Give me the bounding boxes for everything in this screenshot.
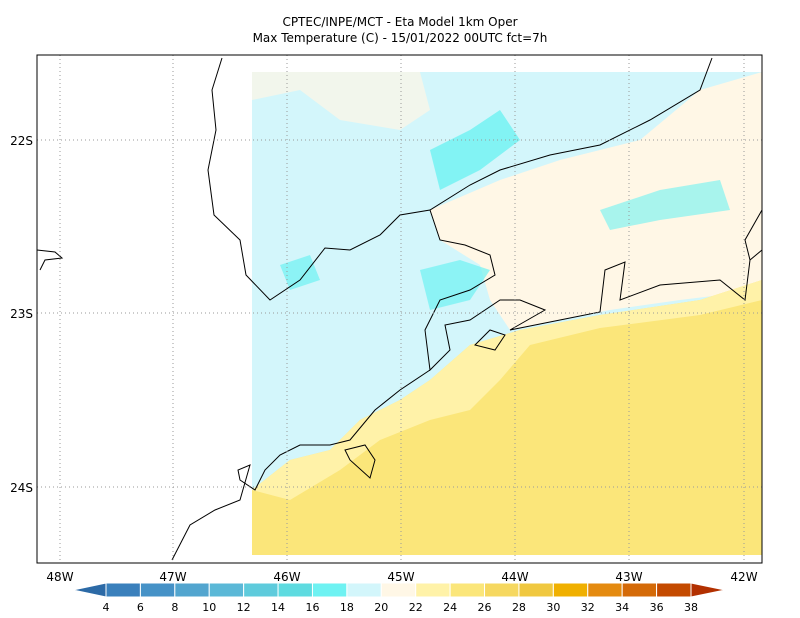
colorbar-bin — [552, 582, 589, 598]
frame — [36, 54, 763, 564]
colorbar-label: 22 — [409, 601, 423, 614]
colorbar-bin — [621, 582, 658, 598]
lon-label: 44W — [501, 570, 528, 584]
colorbar-label: 32 — [581, 601, 595, 614]
colorbar-label: 34 — [615, 601, 629, 614]
title: CPTEC/INPE/MCT - Eta Model 1km Oper — [282, 15, 517, 29]
colorbar-label: 10 — [202, 601, 216, 614]
colorbar-arrow — [72, 582, 107, 598]
lon-label: 43W — [615, 570, 642, 584]
colorbar-label: 4 — [103, 601, 110, 614]
colorbar-label: 36 — [650, 601, 664, 614]
colorbar-label: 28 — [512, 601, 526, 614]
colorbar-bin — [518, 582, 554, 598]
lon-label: 42W — [730, 570, 757, 584]
colorbar-label: 8 — [171, 601, 178, 614]
colorbar-label: 14 — [271, 601, 285, 614]
axis-labels: 22S 23S 24S 48W 47W 46W 45W 44W 43W 42W — [10, 134, 758, 584]
colorbar-bin — [311, 582, 348, 598]
colorbar-bin — [587, 582, 623, 598]
subtitle: Max Temperature (C) - 15/01/2022 00UTC f… — [253, 31, 548, 45]
lat-label: 22S — [10, 134, 33, 148]
lat-label: 24S — [10, 481, 33, 495]
colorbar-bin — [174, 582, 210, 598]
colorbar-label: 6 — [137, 601, 144, 614]
colorbar-label: 24 — [443, 601, 457, 614]
colorbar-label: 38 — [684, 601, 698, 614]
lon-label: 46W — [273, 570, 300, 584]
colorbar-label: 16 — [305, 601, 319, 614]
colorbar: 4 6 8 10 12 14 16 18 20 22 24 26 28 30 32 34 36 38 — [72, 582, 726, 614]
colorbar-bin — [139, 582, 176, 598]
colorbar-bin — [346, 582, 382, 598]
colorbar-bin — [484, 582, 520, 598]
lat-label: 23S — [10, 307, 33, 321]
lon-label: 48W — [46, 570, 73, 584]
lon-label: 45W — [387, 570, 414, 584]
colorbar-bin — [415, 582, 451, 598]
colorbar-label: 20 — [374, 601, 388, 614]
colorbar-bin — [380, 582, 417, 598]
colorbar-label: 18 — [340, 601, 354, 614]
colorbar-bin — [208, 582, 245, 598]
colorbar-bin — [243, 582, 279, 598]
colorbar-label: 30 — [546, 601, 560, 614]
colorbar-bin — [656, 582, 692, 598]
lon-label: 47W — [159, 570, 186, 584]
colorbar-label: 26 — [478, 601, 492, 614]
coastline — [36, 57, 763, 561]
gridlines — [37, 55, 762, 563]
colorbar-label: 12 — [237, 601, 251, 614]
colorbar-bin — [105, 582, 141, 598]
colorbar-arrow — [690, 582, 726, 598]
colorbar-bin — [449, 582, 486, 598]
colorbar-bin — [277, 582, 313, 598]
